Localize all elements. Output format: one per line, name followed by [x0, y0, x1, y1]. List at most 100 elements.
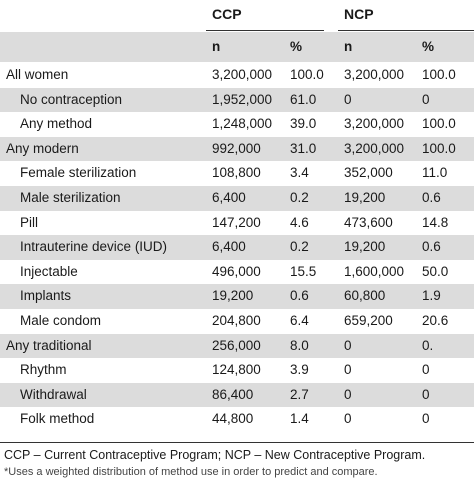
ccp-pct-cell: 6.4	[290, 313, 309, 328]
ccp-pct-header: %	[290, 39, 303, 54]
row-label: Male sterilization	[20, 190, 121, 205]
ncp-n-cell: 659,200	[344, 313, 393, 328]
row-label: Intrauterine device (IUD)	[20, 239, 168, 255]
ncp-pct-cell: 100.0	[422, 116, 456, 132]
ccp-n-cell: 44,800	[212, 411, 254, 427]
table-row: Male sterilization 6,400 0.2 19,200 0.6	[0, 186, 474, 211]
row-label: Folk method	[20, 411, 95, 427]
ccp-n-cell: 1,248,000	[212, 116, 273, 132]
ccp-n-cell: 256,000	[212, 337, 261, 353]
ncp-n-cell: 352,000	[344, 165, 393, 181]
ncp-pct-cell: 20.6	[422, 313, 449, 328]
ncp-pct-header: %	[422, 39, 435, 54]
ncp-n-cell: 3,200,000	[344, 67, 405, 82]
row-label: Pill	[20, 214, 39, 230]
ncp-n-cell: 0	[344, 386, 352, 402]
ccp-pct-cell: 3.4	[290, 165, 309, 181]
ccp-n-cell: 6,400	[212, 239, 246, 255]
table-row: Any traditional 256,000 8.0 0 0.	[0, 333, 474, 359]
ncp-header-rule	[338, 30, 474, 31]
ccp-pct-cell: 0.2	[290, 239, 309, 255]
ccp-pct-cell: 8.0	[290, 337, 309, 353]
ccp-header: CCP	[212, 6, 242, 22]
ncp-pct-cell: 100.0	[422, 67, 456, 82]
ncp-n-cell: 0	[344, 91, 352, 107]
ccp-pct-cell: 2.7	[290, 386, 309, 402]
ncp-n-cell: 3,200,000	[344, 140, 405, 156]
ncp-pct-cell: 0.6	[422, 239, 441, 255]
row-label: Injectable	[20, 263, 78, 279]
table-row: Female sterilization 108,800 3.4 352,000 11.…	[0, 161, 474, 186]
ncp-pct-cell: 14.8	[422, 214, 449, 230]
ccp-n-cell: 86,400	[212, 386, 254, 402]
ncp-n-cell: 19,200	[344, 190, 386, 205]
table-row: Implants 19,200 0.6 60,800 1.9	[0, 284, 474, 309]
row-label: Any method	[20, 116, 93, 132]
row-label: Any modern	[6, 140, 79, 156]
row-label: Rhythm	[20, 362, 67, 378]
ncp-n-header: n	[344, 39, 353, 54]
ccp-pct-cell: 4.6	[290, 214, 309, 230]
ccp-pct-cell: 61.0	[290, 91, 317, 107]
ncp-pct-cell: 0	[422, 386, 430, 402]
ccp-pct-cell: 1.4	[290, 411, 309, 427]
row-label: Male condom	[20, 313, 102, 328]
ncp-pct-cell: 11.0	[422, 165, 448, 181]
table-row: Folk method 44,800 1.4 0 0	[0, 407, 474, 432]
ccp-n-cell: 992,000	[212, 140, 261, 156]
ccp-n-cell: 204,800	[212, 313, 261, 328]
ncp-pct-cell: 50.0	[422, 263, 449, 279]
footer-rule	[0, 442, 474, 443]
ccp-pct-cell: 0.2	[290, 190, 309, 205]
ccp-pct-cell: 100.0	[290, 67, 324, 82]
ccp-pct-cell: 3.9	[290, 362, 309, 378]
ccp-n-cell: 3,200,000	[212, 67, 273, 82]
ccp-pct-cell: 39.0	[290, 116, 317, 132]
row-label: All women	[6, 67, 69, 82]
ncp-pct-cell: 1.9	[422, 288, 441, 304]
table-row: Any modern 992,000 31.0 3,200,000 100.0	[0, 136, 474, 162]
row-label: Female sterilization	[20, 165, 137, 181]
ncp-n-cell: 0	[344, 362, 352, 378]
ncp-pct-cell: 0.6	[422, 190, 441, 205]
ncp-n-cell: 473,600	[344, 214, 393, 230]
ccp-n-cell: 496,000	[212, 263, 261, 279]
table-row: All women 3,200,000 100.0 3,200,000 100.0	[0, 63, 474, 88]
ncp-pct-cell: 0	[422, 91, 430, 107]
ncp-header: NCP	[344, 6, 374, 22]
ncp-n-cell: 3,200,000	[344, 116, 405, 132]
ccp-n-cell: 108,800	[212, 165, 261, 181]
ccp-pct-cell: 31.0	[290, 140, 317, 156]
footnote-cut: *Uses a weighted distribution of method …	[4, 466, 378, 478]
table-row: Rhythm 124,800 3.9 0 0	[0, 358, 474, 383]
table-row: Pill 147,200 4.6 473,600 14.8	[0, 211, 474, 236]
row-label: No contraception	[20, 91, 123, 107]
table-row: No contraception 1,952,000 61.0 0 0	[0, 87, 474, 113]
ncp-n-cell: 1,600,000	[344, 263, 405, 279]
table-row: Withdrawal 86,400 2.7 0 0	[0, 382, 474, 408]
ccp-pct-cell: 0.6	[290, 288, 309, 304]
subheader-row: n % n %	[0, 32, 474, 62]
ncp-pct-cell: 0	[422, 411, 430, 427]
row-label: Implants	[20, 288, 72, 304]
ccp-n-cell: 19,200	[212, 288, 254, 304]
ccp-pct-cell: 15.5	[290, 263, 317, 279]
ccp-n-cell: 1,952,000	[212, 91, 273, 107]
ncp-n-cell: 19,200	[344, 239, 386, 255]
ncp-pct-cell: 100.0	[422, 140, 456, 156]
ccp-n-cell: 147,200	[212, 214, 261, 230]
ncp-n-cell: 0	[344, 337, 352, 353]
row-label: Any traditional	[6, 337, 92, 353]
table-row: Injectable 496,000 15.5 1,600,000 50.0	[0, 260, 474, 285]
table-row: Male condom 204,800 6.4 659,200 20.6	[0, 309, 474, 334]
ncp-pct-cell: 0.	[422, 337, 434, 353]
ncp-n-cell: 60,800	[344, 288, 386, 304]
row-label: Withdrawal	[20, 386, 87, 402]
ncp-pct-cell: 0	[422, 362, 430, 378]
table-row: Intrauterine device (IUD) 6,400 0.2 19,200 0…	[0, 235, 474, 260]
ccp-n-cell: 6,400	[212, 190, 246, 205]
ncp-n-cell: 0	[344, 411, 352, 427]
ccp-n-header: n	[212, 39, 221, 54]
ccp-header-rule	[206, 30, 324, 31]
ccp-n-cell: 124,800	[212, 362, 261, 378]
